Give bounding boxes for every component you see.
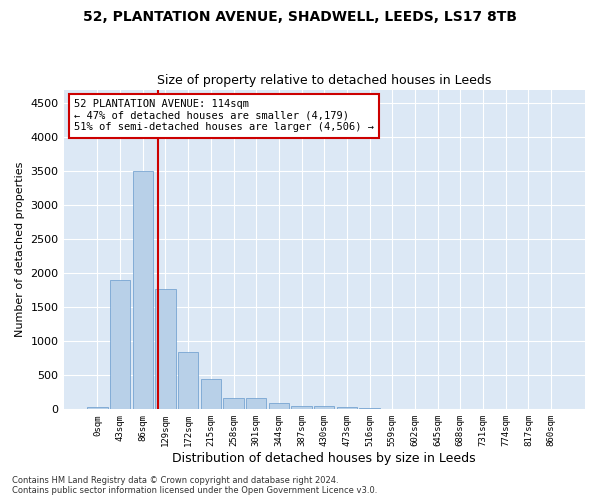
Bar [314, 406, 334, 409]
Bar [178, 352, 199, 410]
Bar [155, 288, 176, 410]
Bar [359, 408, 380, 410]
Text: Contains HM Land Registry data © Crown copyright and database right 2024.
Contai: Contains HM Land Registry data © Crown c… [12, 476, 377, 495]
Bar [337, 408, 357, 410]
Bar [200, 378, 221, 410]
Bar [246, 398, 266, 409]
Bar [292, 406, 312, 409]
Y-axis label: Number of detached properties: Number of detached properties [15, 162, 25, 337]
X-axis label: Distribution of detached houses by size in Leeds: Distribution of detached houses by size … [172, 452, 476, 465]
Bar [87, 408, 107, 410]
Bar [133, 171, 153, 410]
Title: Size of property relative to detached houses in Leeds: Size of property relative to detached ho… [157, 74, 491, 87]
Text: 52 PLANTATION AVENUE: 114sqm
← 47% of detached houses are smaller (4,179)
51% of: 52 PLANTATION AVENUE: 114sqm ← 47% of de… [74, 99, 374, 132]
Text: 52, PLANTATION AVENUE, SHADWELL, LEEDS, LS17 8TB: 52, PLANTATION AVENUE, SHADWELL, LEEDS, … [83, 10, 517, 24]
Bar [382, 408, 403, 410]
Bar [269, 403, 289, 409]
Bar [110, 280, 130, 409]
Bar [223, 398, 244, 409]
